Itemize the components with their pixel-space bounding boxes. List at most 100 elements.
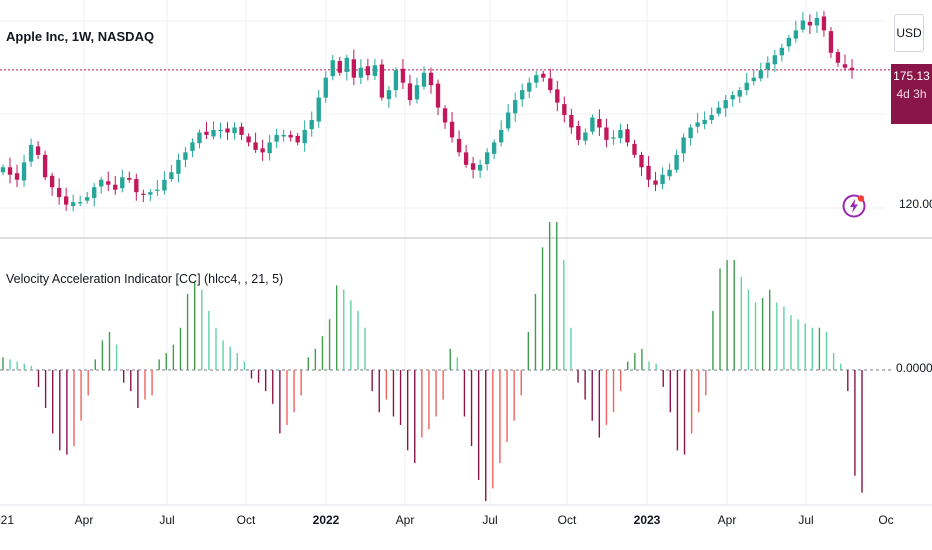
time-axis-label: Oc — [878, 513, 894, 527]
bar-countdown: 4d 3h — [896, 87, 927, 101]
candle-body — [400, 68, 406, 83]
candle-body — [407, 83, 413, 101]
candle-body — [337, 61, 342, 73]
time-axis-label: Jul — [798, 513, 814, 527]
symbol-title: Apple Inc, 1W, NASDAQ — [6, 29, 155, 44]
candle-body — [99, 179, 104, 187]
price-axis-label: 120.00 — [899, 197, 932, 211]
candle-body — [730, 95, 735, 100]
candle-body — [14, 173, 20, 180]
candle-body — [176, 159, 181, 174]
candle-body — [597, 119, 602, 128]
candle-body — [569, 115, 574, 128]
time-axis-label: 2022 — [312, 513, 340, 527]
candle-body — [723, 100, 728, 109]
time-axis-label: Jul — [482, 513, 498, 527]
candle-body — [849, 67, 855, 71]
candle-body — [28, 144, 34, 162]
candle-body — [316, 97, 321, 122]
candle-body — [709, 115, 714, 120]
indicator-zero-label: 0.0000 — [896, 361, 932, 375]
candle-body — [758, 70, 763, 79]
candle-body — [246, 136, 251, 143]
candle-body — [639, 154, 644, 168]
candle-body — [127, 177, 132, 180]
candle-body — [260, 148, 265, 153]
candle-body — [793, 30, 799, 39]
candle-body — [702, 120, 707, 124]
candle-body — [239, 126, 244, 135]
candle-body — [751, 77, 756, 82]
time-axis-label: Oct — [557, 513, 577, 527]
candle-body — [590, 117, 595, 132]
candle-body — [744, 82, 749, 91]
candle-body — [442, 108, 448, 123]
time-axis-label: Jul — [159, 513, 175, 527]
candle-body — [484, 152, 490, 165]
lightning-icon[interactable] — [841, 193, 867, 219]
candle-body — [576, 125, 581, 140]
candle-body — [653, 180, 658, 185]
candle-body — [42, 154, 48, 178]
candle-body — [498, 129, 504, 143]
candle-body — [379, 64, 385, 98]
candle-body — [583, 132, 588, 141]
time-axis-label: 2023 — [633, 513, 661, 527]
candle-body — [435, 83, 441, 108]
candle-body — [618, 129, 623, 139]
candle-body — [541, 73, 546, 78]
time-axis-label: Apr — [74, 513, 94, 527]
candle-body — [7, 167, 13, 175]
candle-body — [800, 20, 806, 30]
candle-body — [253, 142, 258, 150]
candle-body — [835, 52, 841, 63]
candle-body — [562, 104, 567, 116]
candle-body — [604, 127, 609, 140]
candle-body — [611, 137, 616, 139]
candle-body — [49, 175, 55, 188]
candle-body — [779, 47, 785, 56]
candle-body — [113, 184, 118, 190]
candle-body — [169, 172, 174, 179]
candle-body — [21, 162, 27, 181]
candle-body — [513, 100, 518, 114]
candle-body — [365, 66, 371, 76]
candle-body — [372, 65, 378, 76]
candle-body — [211, 129, 216, 137]
candle-body — [267, 142, 272, 154]
candle-body — [141, 193, 146, 195]
candle-body — [842, 64, 848, 68]
candle-body — [330, 60, 335, 77]
candle-body — [449, 121, 455, 138]
candle-body — [534, 75, 539, 83]
candle-body — [323, 77, 328, 98]
candle-body — [828, 31, 834, 53]
candle-body — [183, 152, 188, 160]
candle-body — [197, 132, 202, 144]
candle-body — [695, 122, 700, 127]
time-axis-label: Apr — [717, 513, 737, 527]
candle-body — [232, 127, 237, 134]
time-axis-label: Apr — [395, 513, 415, 527]
candle-body — [70, 202, 76, 207]
currency-button[interactable]: USD — [894, 14, 924, 52]
candle-body — [78, 202, 83, 204]
candle-body — [344, 57, 349, 72]
candle-body — [92, 187, 97, 198]
candle-body — [786, 37, 792, 47]
candle-body — [625, 129, 630, 143]
candle-body — [295, 135, 300, 143]
candle-body — [386, 90, 392, 100]
candle-body — [281, 134, 286, 137]
candle-body — [134, 178, 139, 193]
candle-body — [772, 55, 777, 65]
candle-body — [309, 120, 314, 130]
candle-body — [681, 137, 686, 154]
candle-body — [225, 128, 230, 133]
candle-body — [716, 107, 721, 114]
candle-body — [667, 169, 672, 177]
candle-body — [506, 112, 511, 129]
candle-body — [632, 143, 637, 155]
